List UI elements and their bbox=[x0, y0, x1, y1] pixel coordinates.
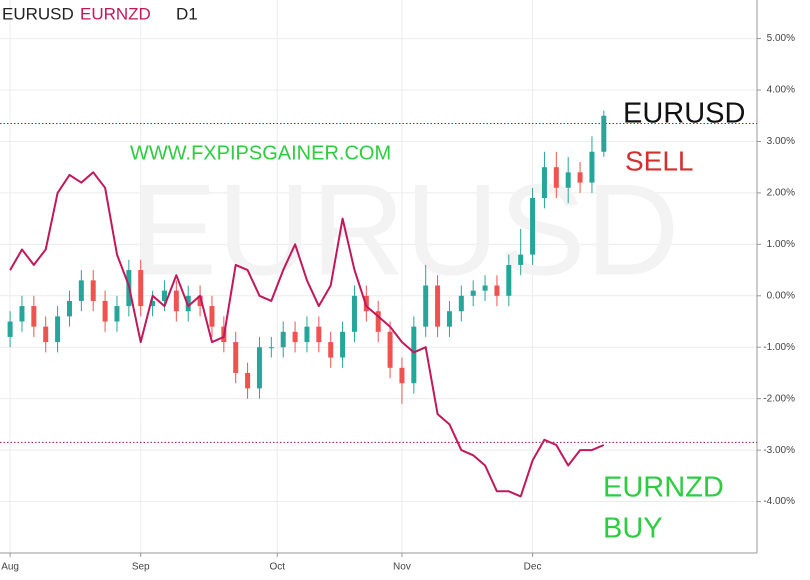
candle-body bbox=[90, 280, 96, 301]
candle-body bbox=[138, 270, 144, 307]
watermark: EURUSD bbox=[131, 156, 680, 302]
x-tick-label: Dec bbox=[524, 562, 542, 573]
candle-body bbox=[316, 326, 322, 343]
y-tick-label: 0.00% bbox=[767, 290, 795, 301]
x-tick-label: Oct bbox=[269, 562, 285, 573]
candle-body bbox=[173, 290, 179, 312]
x-tick-label: Aug bbox=[1, 562, 19, 573]
candle-body bbox=[19, 306, 25, 322]
candle-body bbox=[280, 331, 286, 348]
y-tick-label: -3.00% bbox=[763, 445, 795, 456]
candle-body bbox=[446, 311, 452, 327]
y-tick-label: 1.00% bbox=[767, 239, 795, 250]
candle-body bbox=[114, 306, 120, 322]
candle-body bbox=[268, 347, 274, 349]
candle-body bbox=[161, 290, 167, 301]
annotation-action: BUY bbox=[603, 513, 663, 545]
y-tick-label: 2.00% bbox=[767, 188, 795, 199]
x-tick-label: Nov bbox=[393, 562, 411, 573]
y-tick-label: -4.00% bbox=[763, 496, 795, 507]
candle-body bbox=[197, 295, 203, 307]
legend-symbol-1: EURUSD bbox=[2, 4, 74, 23]
y-tick-label: -1.00% bbox=[763, 342, 795, 353]
candle-body bbox=[233, 342, 239, 373]
candle-body bbox=[411, 326, 417, 384]
candle-body bbox=[351, 295, 357, 332]
y-tick-label: 5.00% bbox=[767, 33, 795, 44]
candle-body bbox=[102, 300, 108, 322]
candle-body bbox=[541, 167, 547, 199]
candle-body bbox=[256, 347, 262, 389]
candle-body bbox=[328, 342, 334, 358]
candle-body bbox=[506, 264, 512, 296]
candle-body bbox=[245, 372, 251, 389]
y-tick-label: 4.00% bbox=[767, 85, 795, 96]
annotation-symbol: EURNZD bbox=[603, 472, 724, 504]
candle-body bbox=[304, 326, 310, 343]
candle-body bbox=[375, 311, 381, 332]
line-series bbox=[9, 171, 605, 498]
annotation-website: WWW.FXPIPSGAINER.COM bbox=[130, 142, 391, 164]
candle-body bbox=[55, 316, 61, 343]
legend-symbol-2: EURNZD bbox=[80, 4, 151, 23]
candle-body bbox=[340, 331, 346, 358]
candle-body bbox=[518, 254, 524, 265]
candle-body bbox=[482, 285, 488, 291]
candle-body bbox=[470, 290, 476, 296]
candle-body bbox=[399, 367, 405, 384]
candle-body bbox=[530, 198, 536, 255]
y-tick-label: -2.00% bbox=[763, 393, 795, 404]
y-tick-label: 3.00% bbox=[767, 136, 795, 147]
candle-body bbox=[589, 151, 595, 183]
candle-body bbox=[458, 295, 464, 312]
candle-body bbox=[150, 300, 156, 307]
candle-body bbox=[66, 300, 72, 317]
candle-body bbox=[43, 326, 49, 343]
candle-body bbox=[209, 306, 215, 327]
candle-body bbox=[577, 172, 583, 183]
candle-body bbox=[387, 331, 393, 368]
candle-body bbox=[601, 115, 607, 152]
annotation-action: SELL bbox=[625, 145, 694, 176]
annotation-symbol: EURUSD bbox=[623, 98, 745, 130]
x-tick-label: Sep bbox=[132, 562, 150, 573]
candle-body bbox=[78, 280, 84, 301]
candle-body bbox=[31, 306, 37, 327]
candle-body bbox=[565, 172, 571, 188]
legend-timeframe: D1 bbox=[176, 4, 198, 23]
candle-body bbox=[435, 285, 441, 327]
candle-body bbox=[292, 331, 298, 343]
candle-body bbox=[7, 321, 13, 337]
candle-body bbox=[423, 285, 429, 327]
candle-body bbox=[494, 285, 500, 296]
candle-body bbox=[553, 167, 559, 188]
